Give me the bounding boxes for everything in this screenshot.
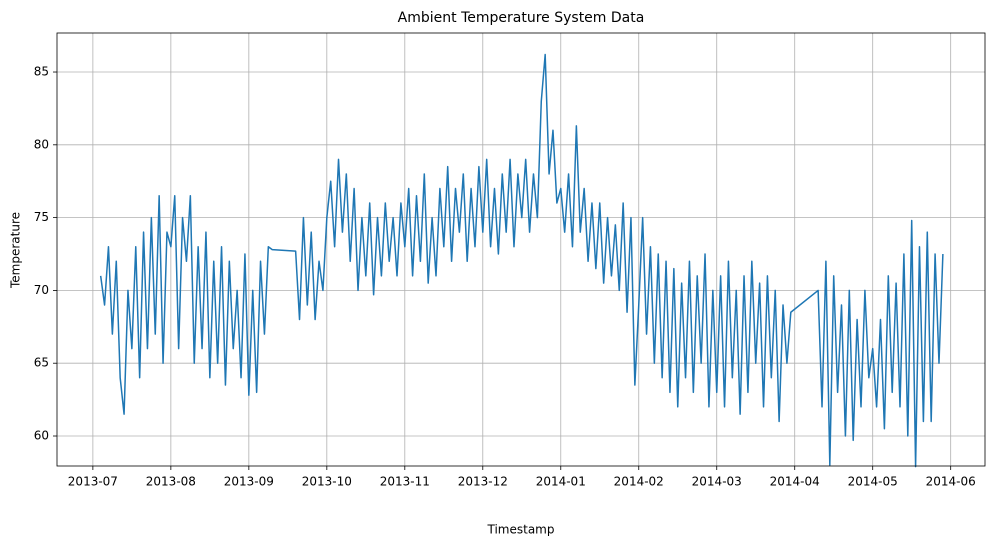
x-tick-label: 2013-09 <box>224 475 274 489</box>
data-line <box>99 53 944 468</box>
chart-title: Ambient Temperature System Data <box>398 10 645 26</box>
x-tick-label: 2014-01 <box>536 475 586 489</box>
y-tick-label: 85 <box>34 65 49 79</box>
x-tick-label: 2014-04 <box>770 475 820 489</box>
x-tick-label: 2014-03 <box>692 475 742 489</box>
x-tick-label: 2013-07 <box>68 475 118 489</box>
y-tick-label: 65 <box>34 356 49 370</box>
x-tick-label: 2014-02 <box>614 475 664 489</box>
x-tick-label: 2014-06 <box>926 475 976 489</box>
x-tick-label: 2013-10 <box>302 475 352 489</box>
plot-frame <box>56 32 986 467</box>
x-tick-label: 2013-08 <box>146 475 196 489</box>
y-axis-label: Temperature <box>9 212 23 289</box>
x-tick-label: 2014-05 <box>848 475 898 489</box>
x-axis-label: Timestamp <box>487 523 555 537</box>
y-tick-label: 75 <box>34 210 49 224</box>
y-tick-label: 60 <box>34 429 49 443</box>
x-tick-label: 2013-12 <box>458 475 508 489</box>
y-tick-label: 80 <box>34 137 49 151</box>
y-tick-label: 70 <box>34 283 49 297</box>
x-tick-label: 2013-11 <box>380 475 430 489</box>
